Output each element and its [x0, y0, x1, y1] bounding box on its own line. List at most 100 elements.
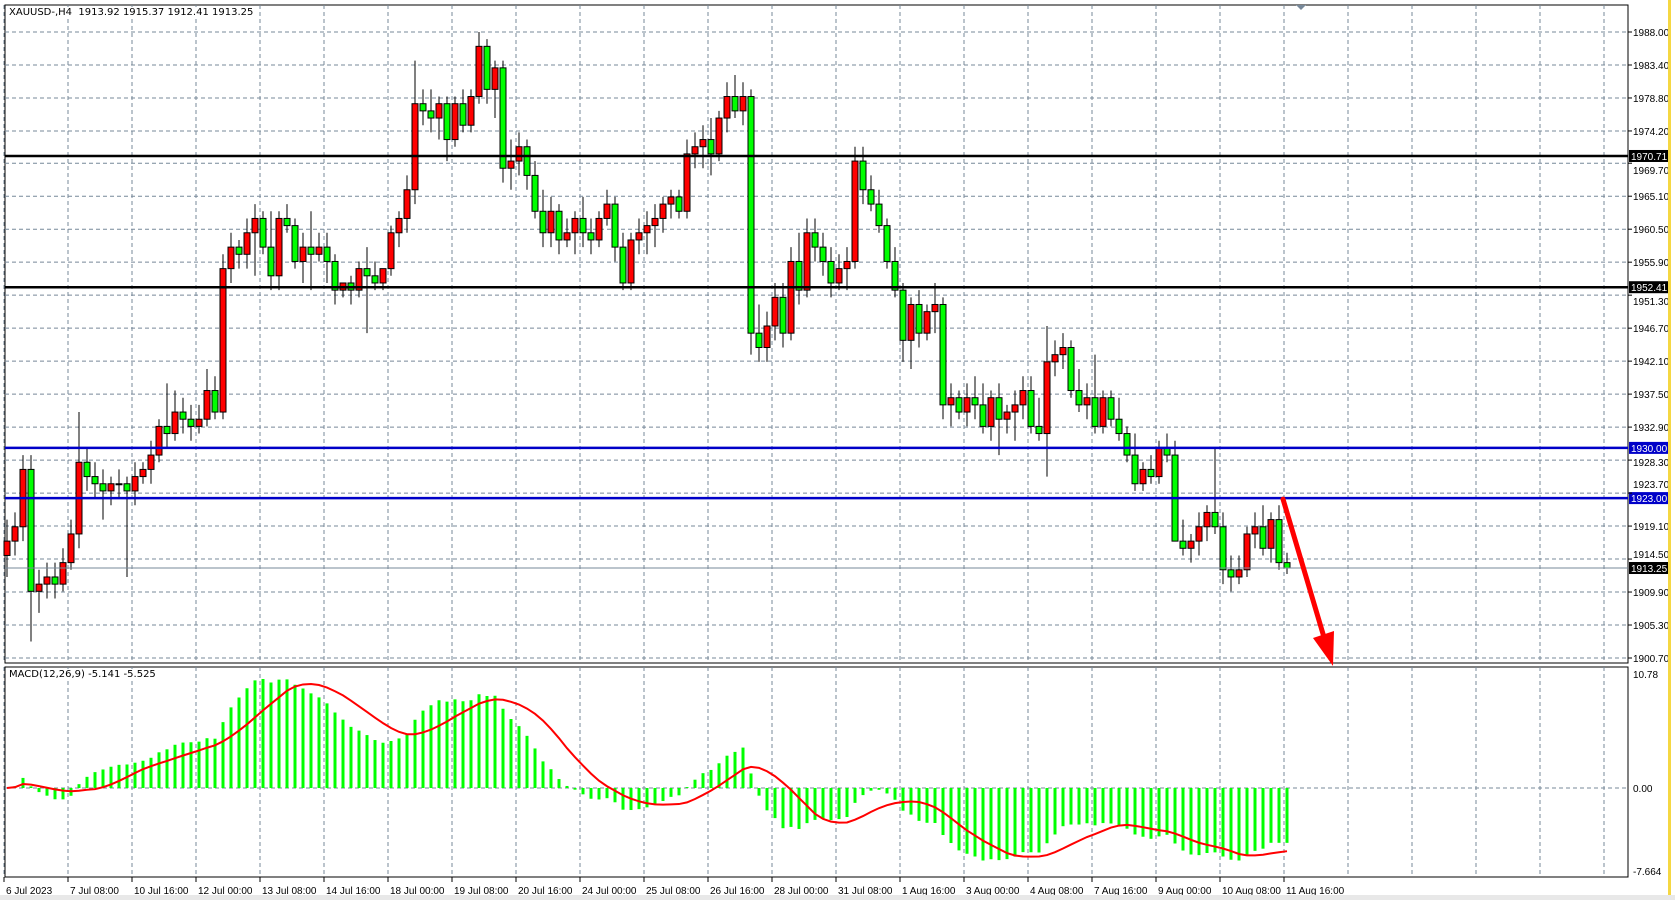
- price-tick-label: 1978.80: [1633, 94, 1670, 105]
- bear-candle: [867, 189, 875, 205]
- bear-candle: [499, 67, 507, 169]
- macd-header: MACD(12,26,9) -5.141 -5.525: [9, 669, 156, 680]
- bull-candle: [843, 260, 851, 270]
- bear-candle: [51, 576, 59, 585]
- arrow-head: [1313, 631, 1334, 666]
- bull-candle: [155, 425, 163, 456]
- bull-candle: [1203, 511, 1211, 528]
- bull-candle: [987, 397, 995, 427]
- date-tick-label: 4 Aug 08:00: [1030, 886, 1084, 897]
- bull-candle: [147, 454, 155, 470]
- bear-candle: [267, 246, 275, 277]
- date-tick-label: 9 Aug 00:00: [1158, 886, 1212, 897]
- bear-candle: [363, 268, 371, 277]
- bull-candle: [115, 483, 123, 486]
- bull-candle: [1003, 411, 1011, 420]
- bear-candle: [163, 425, 171, 435]
- bear-candle: [539, 210, 547, 234]
- bull-candle: [1043, 361, 1051, 435]
- price-tick-label: 1965.10: [1633, 192, 1670, 203]
- bull-candle: [803, 232, 811, 291]
- bear-candle: [1227, 569, 1235, 578]
- price-tick-label: 1937.50: [1633, 390, 1670, 401]
- bull-candle: [35, 583, 43, 592]
- axes: 1988.00 1983.40 1978.80 1974.20 1969.70 1965.…: [3, 5, 1670, 897]
- date-tick-label: 14 Jul 16:00: [326, 886, 381, 897]
- bull-candle: [227, 246, 235, 270]
- date-tick-label: 26 Jul 16:00: [710, 886, 765, 897]
- candles: [3, 32, 1291, 642]
- price-tick-label: 1960.50: [1633, 225, 1670, 236]
- down-arrow-annotation[interactable]: [1280, 496, 1334, 666]
- bear-candle: [971, 397, 979, 406]
- bear-candle: [123, 483, 131, 492]
- bull-candle: [219, 268, 227, 413]
- bull-candle: [1059, 347, 1067, 356]
- date-tick-label: 19 Jul 08:00: [454, 886, 509, 897]
- bear-candle: [235, 246, 243, 255]
- bull-candle: [315, 246, 323, 255]
- bear-candle: [1147, 468, 1155, 478]
- date-tick-label: 7 Aug 16:00: [1094, 886, 1148, 897]
- bull-candle: [379, 268, 387, 284]
- bull-candle: [635, 232, 643, 241]
- bull-candle: [515, 146, 523, 162]
- arrow-shaft: [1280, 496, 1329, 647]
- macd-tick-label: 0.00: [1633, 784, 1653, 795]
- bear-candle: [459, 103, 467, 126]
- level-label: 1923.00: [1631, 494, 1668, 505]
- bull-candle: [1011, 404, 1019, 413]
- date-tick-label: 11 Aug 16:00: [1286, 886, 1345, 897]
- price-tick-label: 1928.30: [1633, 458, 1670, 469]
- bull-candle: [1139, 468, 1147, 485]
- bull-candle: [43, 576, 51, 585]
- macd-signal-line: [6, 682, 1288, 858]
- bear-candle: [523, 146, 531, 176]
- bear-candle: [211, 390, 219, 413]
- price-tick-label: 1983.40: [1633, 61, 1670, 72]
- bull-candle: [691, 146, 699, 155]
- bull-candle: [403, 189, 411, 219]
- bull-candle: [11, 526, 19, 542]
- bull-candle: [771, 296, 779, 327]
- macd-tick-label: -7.664: [1633, 867, 1662, 878]
- level-label: 1970.71: [1631, 152, 1668, 163]
- bear-candle: [187, 418, 195, 427]
- date-tick-label: 13 Jul 08:00: [262, 886, 317, 897]
- bear-candle: [1115, 418, 1123, 435]
- level-label-box: [1629, 149, 1669, 162]
- bull-candle: [251, 217, 259, 234]
- bull-candle: [1243, 533, 1251, 571]
- price-tick-label: 1974.20: [1633, 127, 1670, 138]
- bear-candle: [859, 160, 867, 191]
- bear-candle: [587, 232, 595, 241]
- level-label: 1930.00: [1631, 444, 1668, 455]
- bear-candle: [795, 260, 803, 291]
- bull-candle: [435, 103, 443, 119]
- bear-candle: [883, 225, 891, 262]
- bear-candle: [323, 246, 331, 262]
- date-tick-label: 12 Jul 00:00: [198, 886, 253, 897]
- date-tick-label: 10 Aug 08:00: [1222, 886, 1281, 897]
- bear-candle: [259, 217, 267, 248]
- bull-candle: [947, 397, 955, 406]
- chart-shift-marker-icon: [1296, 5, 1306, 10]
- bear-candle: [1091, 397, 1099, 427]
- bull-candle: [667, 196, 675, 205]
- bull-candle: [451, 103, 459, 141]
- bull-candle: [1267, 519, 1275, 549]
- bear-candle: [91, 476, 99, 485]
- bear-candle: [1075, 390, 1083, 406]
- bear-candle: [707, 139, 715, 155]
- bear-candle: [291, 225, 299, 262]
- bull-candle: [1235, 569, 1243, 578]
- bull-candle: [411, 103, 419, 191]
- bull-candle: [171, 411, 179, 435]
- bear-candle: [899, 289, 907, 341]
- bear-candle: [1027, 390, 1035, 427]
- bull-candle: [851, 160, 859, 262]
- bear-candle: [611, 203, 619, 248]
- bull-candle: [763, 325, 771, 349]
- bear-candle: [1107, 397, 1115, 420]
